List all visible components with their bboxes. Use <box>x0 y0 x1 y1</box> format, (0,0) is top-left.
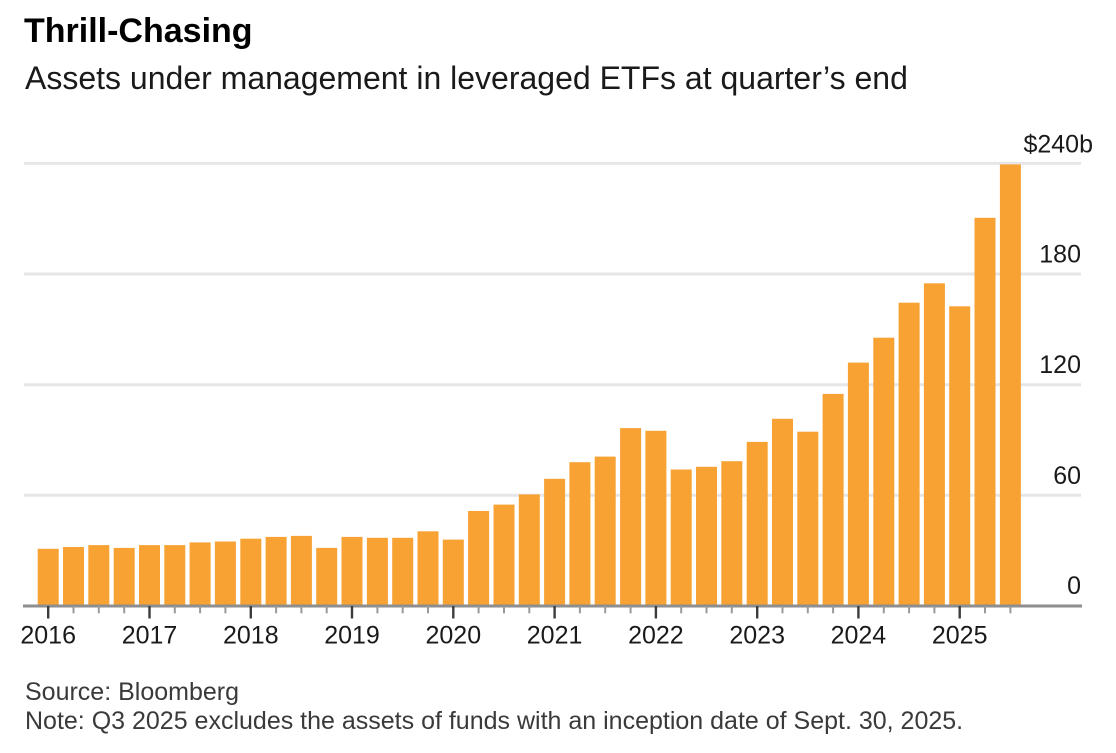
svg-text:2017: 2017 <box>122 621 178 649</box>
svg-text:2022: 2022 <box>628 621 684 649</box>
svg-text:2019: 2019 <box>324 621 380 649</box>
svg-text:$240b: $240b <box>1023 131 1093 159</box>
svg-text:2025: 2025 <box>932 621 988 649</box>
svg-text:120: 120 <box>1039 351 1081 379</box>
svg-text:2016: 2016 <box>20 621 76 649</box>
svg-text:2021: 2021 <box>527 621 583 649</box>
svg-text:2023: 2023 <box>729 621 785 649</box>
svg-text:2020: 2020 <box>425 621 481 649</box>
svg-text:2024: 2024 <box>831 621 887 649</box>
svg-text:2018: 2018 <box>223 621 279 649</box>
svg-text:180: 180 <box>1039 240 1081 268</box>
svg-text:60: 60 <box>1053 462 1081 490</box>
svg-text:0: 0 <box>1067 572 1081 600</box>
